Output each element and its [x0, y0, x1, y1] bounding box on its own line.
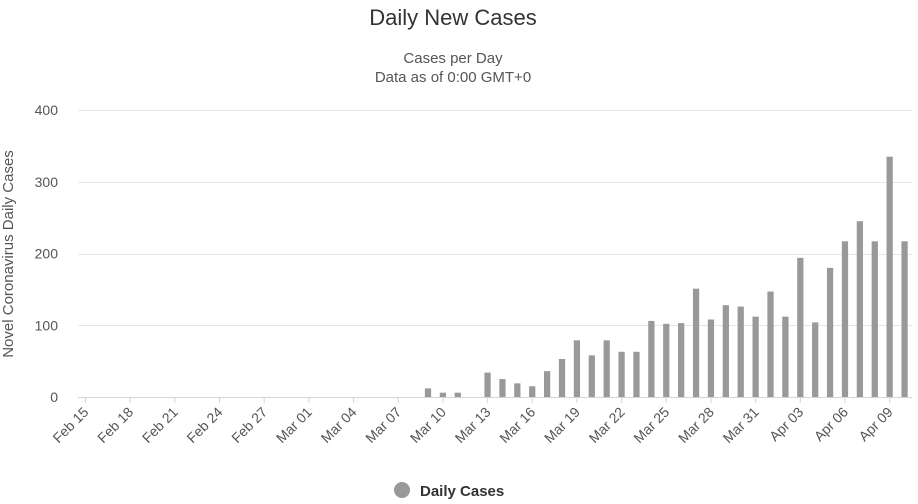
- bar-mar-28[interactable]: [707, 319, 715, 397]
- y-tick-label: 200: [35, 246, 59, 262]
- bar-mar-16[interactable]: [529, 386, 536, 397]
- y-axis-ticks: 0 100 200 300 400: [35, 102, 59, 405]
- bar-mar-22[interactable]: [618, 351, 625, 397]
- bar-mar-17[interactable]: [544, 371, 551, 397]
- bar-mar-15[interactable]: [514, 383, 521, 397]
- x-tick-label: Feb 15: [49, 404, 91, 446]
- chart-subtitle-line-1: Cases per Day: [403, 50, 503, 67]
- y-tick-label: 300: [35, 174, 59, 190]
- bar-apr-05[interactable]: [826, 267, 834, 397]
- x-tick-label: Feb 24: [183, 404, 225, 446]
- bar-apr-06[interactable]: [841, 241, 849, 397]
- x-tick-label: Mar 07: [362, 404, 404, 446]
- x-tick-label: Mar 31: [720, 404, 762, 446]
- bar-mar-31[interactable]: [752, 316, 759, 397]
- x-tick-label: Feb 21: [139, 404, 181, 446]
- x-tick-label: Apr 06: [811, 404, 852, 445]
- bar-mar-26[interactable]: [678, 323, 685, 397]
- bar-mar-18[interactable]: [558, 358, 566, 397]
- bar-apr-02[interactable]: [782, 316, 789, 397]
- bar-mar-09[interactable]: [424, 388, 432, 397]
- bar-apr-03[interactable]: [797, 257, 804, 397]
- x-tick-label: Apr 09: [855, 404, 896, 445]
- y-tick-label: 100: [35, 317, 59, 333]
- bar-mar-25[interactable]: [663, 323, 670, 397]
- bar-mar-27[interactable]: [692, 288, 700, 397]
- bar-mar-11[interactable]: [454, 392, 461, 397]
- y-gridlines: [78, 110, 912, 326]
- chart-title: Daily New Cases: [369, 5, 537, 30]
- bar-apr-01[interactable]: [767, 291, 774, 397]
- bar-apr-10[interactable]: [901, 241, 908, 397]
- x-axis-ticks: Feb 15 Feb 18 Feb 21 Feb 24 Feb 27 Mar 01 Mar …: [49, 397, 896, 446]
- x-tick-label: Mar 04: [318, 404, 360, 446]
- bar-mar-13[interactable]: [484, 372, 491, 397]
- legend[interactable]: Daily Cases: [394, 482, 504, 500]
- x-tick-label: Mar 01: [273, 404, 315, 446]
- bar-mar-24[interactable]: [648, 320, 655, 397]
- x-tick-label: Mar 28: [675, 404, 717, 446]
- bar-mar-30[interactable]: [737, 306, 744, 397]
- x-tick-label: Feb 18: [94, 404, 136, 446]
- bar-mar-23[interactable]: [633, 351, 640, 397]
- x-tick-label: Feb 27: [228, 404, 270, 446]
- x-tick-label: Apr 03: [766, 404, 807, 445]
- x-tick-label: Mar 10: [407, 404, 449, 446]
- bar-mar-21[interactable]: [603, 340, 610, 397]
- legend-label[interactable]: Daily Cases: [420, 483, 504, 500]
- bar-apr-09[interactable]: [886, 156, 893, 397]
- x-tick-label: Mar 16: [496, 404, 538, 446]
- x-tick-label: Mar 19: [541, 404, 583, 446]
- bar-mar-10[interactable]: [439, 392, 446, 397]
- x-tick-label: Mar 22: [586, 404, 628, 446]
- y-tick-label: 0: [50, 389, 58, 405]
- bar-apr-07[interactable]: [856, 221, 863, 397]
- bar-mar-19[interactable]: [573, 340, 581, 397]
- bar-mar-20[interactable]: [588, 355, 595, 397]
- chart-subtitle-line-2: Data as of 0:00 GMT+0: [375, 69, 531, 86]
- bar-series-daily-cases: [424, 156, 908, 397]
- y-tick-label: 400: [35, 102, 59, 118]
- bar-apr-04[interactable]: [812, 322, 819, 397]
- y-axis-title: Novel Coronavirus Daily Cases: [0, 150, 17, 358]
- bar-mar-29[interactable]: [722, 305, 729, 397]
- x-tick-label: Mar 25: [630, 404, 672, 446]
- x-tick-label: Mar 13: [452, 404, 494, 446]
- bar-mar-14[interactable]: [499, 379, 506, 397]
- legend-marker: [394, 482, 410, 498]
- bar-apr-08[interactable]: [871, 241, 878, 397]
